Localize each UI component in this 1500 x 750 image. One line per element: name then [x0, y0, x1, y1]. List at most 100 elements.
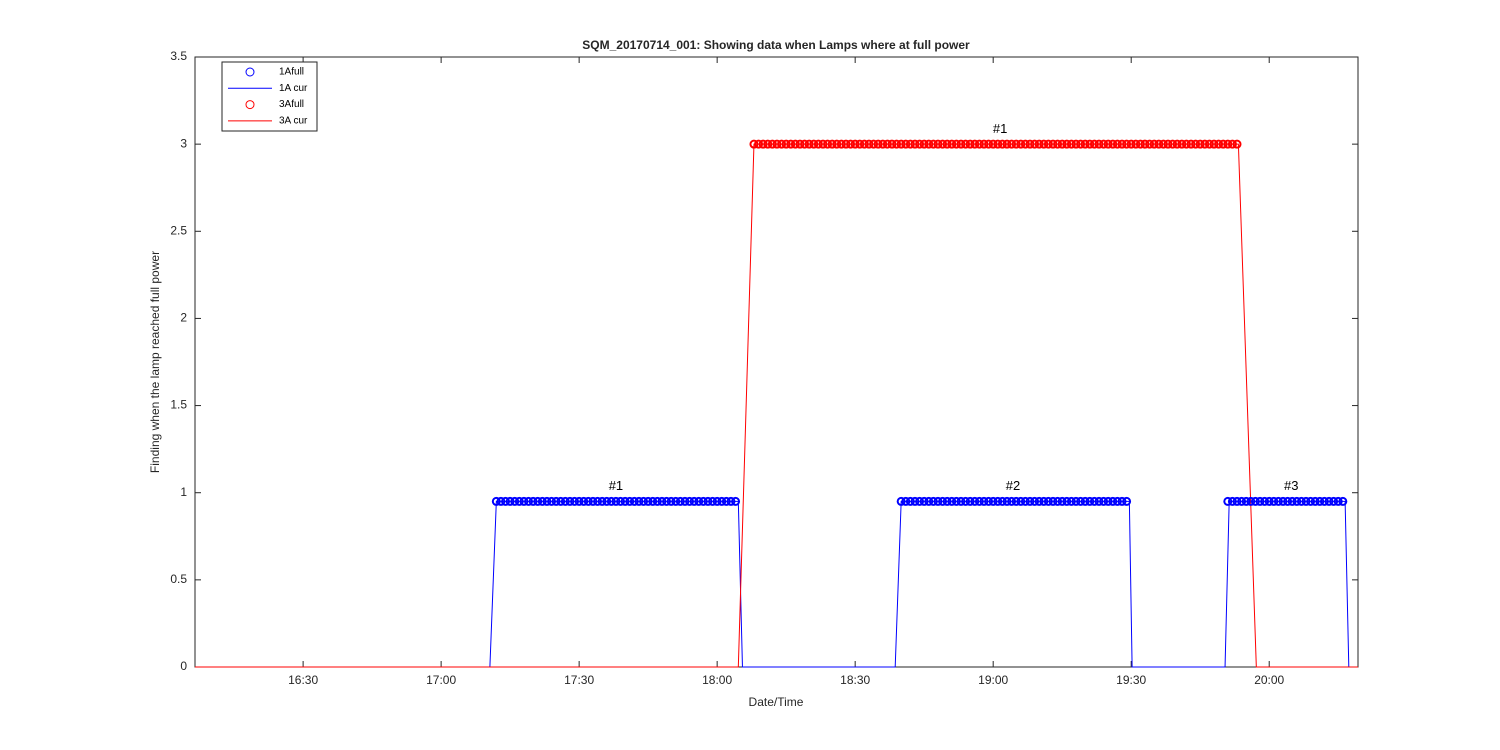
legend-label: 1A cur: [279, 83, 308, 94]
data-marker: [896, 496, 906, 506]
data-marker: [588, 496, 598, 506]
data-marker: [763, 139, 773, 149]
data-marker: [1103, 139, 1113, 149]
data-marker: [1108, 496, 1118, 506]
data-marker: [988, 496, 998, 506]
data-marker: [579, 496, 589, 506]
data-marker: [1043, 496, 1053, 506]
data-marker: [1076, 139, 1086, 149]
legend-box: [221, 61, 318, 132]
data-marker: [1200, 139, 1210, 149]
data-marker: [1283, 496, 1293, 506]
data-marker: [510, 496, 520, 506]
data-marker: [1168, 139, 1178, 149]
data-marker: [1237, 496, 1247, 506]
data-marker: [643, 496, 653, 506]
data-marker: [754, 139, 764, 149]
data-marker: [1264, 496, 1274, 506]
data-marker: [1329, 496, 1339, 506]
data-marker: [869, 139, 879, 149]
annotation: #1: [993, 121, 1007, 136]
data-marker: [662, 496, 672, 506]
data-marker: [1209, 139, 1219, 149]
data-marker: [501, 496, 511, 506]
data-marker: [1310, 496, 1320, 506]
data-marker: [947, 496, 957, 506]
data-marker: [924, 496, 934, 506]
data-marker: [1227, 139, 1237, 149]
data-marker: [671, 496, 681, 506]
data-marker: [878, 139, 888, 149]
data-marker: [1039, 139, 1049, 149]
data-marker: [1122, 139, 1132, 149]
data-marker: [1186, 139, 1196, 149]
data-marker: [1315, 496, 1325, 506]
data-marker: [1260, 496, 1270, 506]
data-marker: [984, 139, 994, 149]
data-marker: [680, 496, 690, 506]
data-marker: [1333, 496, 1343, 506]
data-marker: [1296, 496, 1306, 506]
y-tick-label: 3: [180, 136, 187, 150]
data-marker: [1131, 139, 1141, 149]
data-marker: [616, 496, 626, 506]
data-marker: [726, 496, 736, 506]
data-marker: [859, 139, 869, 149]
data-marker: [1103, 496, 1113, 506]
data-marker: [1057, 496, 1067, 506]
y-axis-label: Finding when the lamp reached full power: [148, 251, 162, 473]
data-marker: [915, 496, 925, 506]
data-marker: [1145, 139, 1155, 149]
data-marker: [1007, 496, 1017, 506]
data-marker: [611, 496, 621, 506]
data-marker: [1094, 139, 1104, 149]
x-tick-label: 19:30: [1116, 673, 1146, 687]
data-marker: [565, 496, 575, 506]
legend-label: 1Afull: [279, 67, 304, 78]
data-marker: [1030, 139, 1040, 149]
data-marker: [514, 496, 524, 506]
data-marker: [1191, 139, 1201, 149]
data-marker: [919, 139, 929, 149]
data-marker: [574, 496, 584, 506]
data-marker: [1048, 496, 1058, 506]
data-marker: [1250, 496, 1260, 506]
data-marker: [1158, 139, 1168, 149]
data-marker: [804, 139, 814, 149]
data-marker: [556, 496, 566, 506]
y-tick-label: 1: [180, 485, 187, 499]
data-marker: [809, 139, 819, 149]
data-marker: [1163, 139, 1173, 149]
x-tick-label: 20:00: [1254, 673, 1284, 687]
data-marker: [938, 139, 948, 149]
data-marker: [974, 496, 984, 506]
data-marker: [942, 139, 952, 149]
data-marker: [703, 496, 713, 506]
data-marker: [560, 496, 570, 506]
data-marker: [1140, 139, 1150, 149]
data-marker: [1020, 139, 1030, 149]
data-marker: [629, 496, 639, 506]
data-marker: [712, 496, 722, 506]
data-marker: [1053, 496, 1063, 506]
data-marker: [956, 139, 966, 149]
x-tick-label: 17:30: [564, 673, 594, 687]
data-marker: [1181, 139, 1191, 149]
data-marker: [1011, 139, 1021, 149]
data-marker: [933, 139, 943, 149]
data-marker: [1218, 139, 1228, 149]
data-marker: [698, 496, 708, 506]
data-marker: [1002, 139, 1012, 149]
y-tick-label: 0: [180, 659, 187, 673]
data-marker: [1020, 496, 1030, 506]
data-marker: [772, 139, 782, 149]
x-tick-label: 17:00: [426, 673, 456, 687]
data-marker: [1080, 139, 1090, 149]
data-marker: [1273, 496, 1283, 506]
data-marker: [928, 496, 938, 506]
data-marker: [620, 496, 630, 506]
y-tick-label: 0.5: [170, 572, 187, 586]
data-marker: [997, 139, 1007, 149]
data-marker: [901, 139, 911, 149]
